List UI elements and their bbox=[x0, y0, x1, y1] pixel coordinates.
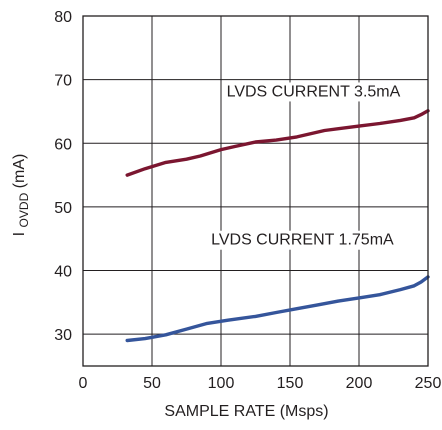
y-axis-label-main: I bbox=[11, 232, 28, 236]
y-tick-label: 40 bbox=[54, 264, 72, 281]
series-lines bbox=[125, 109, 430, 343]
x-tick-label: 200 bbox=[346, 375, 373, 392]
series-label-2: LVDS CURRENT 1.75mA bbox=[211, 232, 394, 249]
y-tick-label: 80 bbox=[54, 9, 72, 26]
series-label-1: LVDS CURRENT 3.5mA bbox=[227, 83, 401, 100]
x-tick-label: 50 bbox=[143, 375, 161, 392]
x-tick-label: 100 bbox=[208, 375, 235, 392]
y-axis-label-subscript: OVDD bbox=[17, 192, 31, 227]
y-tick-label: 50 bbox=[54, 200, 72, 217]
y-axis-label: I OVDD (mA) bbox=[11, 154, 32, 237]
plot-frame bbox=[82, 15, 429, 367]
series-label-background bbox=[208, 230, 398, 250]
series-label-background bbox=[223, 82, 404, 102]
series-labels: LVDS CURRENT 3.5mA LVDS CURRENT 1.75mA bbox=[208, 82, 404, 250]
y-axis-label-unit: (mA) bbox=[11, 154, 28, 189]
x-tick-label: 250 bbox=[415, 375, 442, 392]
y-tick-label: 60 bbox=[54, 136, 72, 153]
tick-labels: 0 50 100 150 200 250 30 40 50 60 70 80 bbox=[54, 9, 441, 392]
x-tick-label: 0 bbox=[79, 375, 88, 392]
x-axis-label: SAMPLE RATE (Msps) bbox=[164, 403, 328, 420]
x-tick-label: 150 bbox=[277, 375, 304, 392]
series-line-2 bbox=[125, 275, 430, 343]
grid bbox=[83, 16, 428, 366]
y-tick-label: 70 bbox=[54, 73, 72, 90]
y-tick-label: 30 bbox=[54, 327, 72, 344]
series-line-1 bbox=[125, 109, 430, 177]
